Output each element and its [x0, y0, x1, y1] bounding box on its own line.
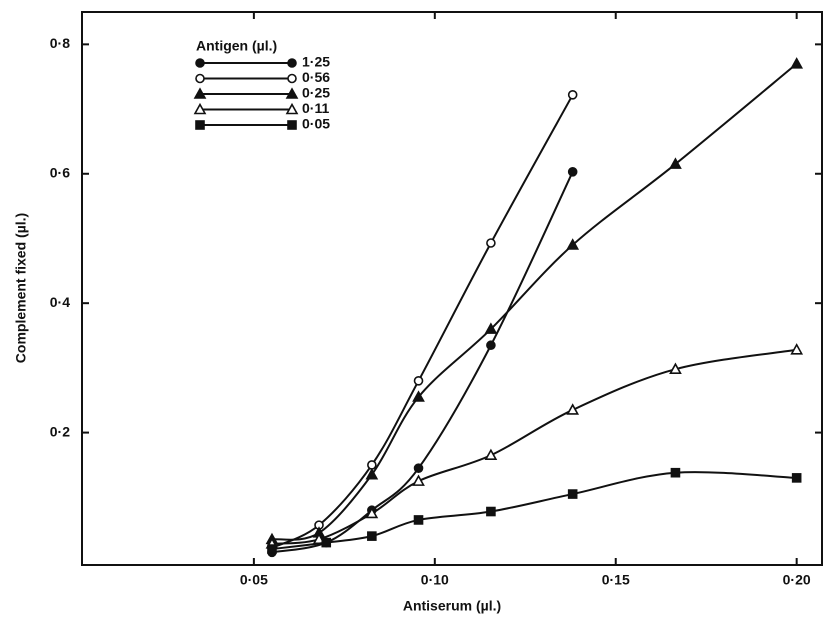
marker — [367, 531, 377, 541]
series-line — [271, 471, 797, 551]
marker — [484, 322, 498, 334]
marker — [413, 463, 424, 473]
legend-label: 0·25 — [302, 85, 330, 101]
marker — [412, 390, 425, 402]
legend-label: 0·11 — [302, 100, 329, 116]
y-tick-label: 0·4 — [50, 294, 70, 310]
y-tick-label: 0·2 — [50, 423, 70, 439]
legend-marker — [287, 58, 297, 68]
marker — [486, 238, 496, 248]
marker — [413, 376, 424, 386]
plot-frame — [81, 11, 823, 566]
marker — [790, 343, 804, 355]
legend-label: 1·25 — [302, 54, 330, 70]
series-line — [271, 348, 797, 545]
series-line — [271, 171, 574, 554]
legend-marker — [193, 87, 207, 99]
marker — [567, 489, 578, 499]
marker — [669, 157, 682, 169]
x-tick-label: 0·15 — [602, 572, 630, 588]
marker — [670, 467, 681, 478]
x-tick-label: 0·05 — [240, 572, 268, 588]
marker — [566, 403, 580, 415]
legend-marker — [285, 102, 299, 115]
marker — [365, 506, 379, 519]
marker — [669, 362, 682, 374]
x-tick-label: 0·20 — [783, 572, 811, 588]
y-axis-label: Complement fixed (µl.) — [13, 213, 29, 363]
x-axis-label: Antiserum (µl.) — [403, 598, 501, 614]
legend-label: 0·05 — [302, 116, 330, 132]
y-tick-label: 0·6 — [50, 164, 70, 180]
legend-marker — [195, 58, 205, 68]
legend-marker — [285, 87, 299, 99]
legend-marker — [287, 120, 297, 130]
legend-title: Antigen (µl.) — [196, 38, 277, 54]
legend-marker — [287, 73, 297, 84]
marker — [367, 460, 377, 470]
marker — [484, 448, 498, 461]
y-tick-label: 0·8 — [50, 35, 70, 51]
marker — [790, 57, 804, 69]
marker — [486, 340, 496, 351]
marker — [567, 167, 578, 177]
legend-marker — [195, 120, 205, 130]
marker — [412, 474, 425, 486]
marker — [321, 537, 332, 548]
legend-marker — [195, 73, 205, 84]
marker — [791, 473, 802, 483]
marker — [567, 90, 578, 100]
marker — [413, 515, 424, 525]
legend-marker — [193, 102, 207, 115]
legend-label: 0·56 — [302, 69, 330, 85]
marker — [566, 238, 580, 250]
x-tick-label: 0·10 — [421, 572, 449, 588]
marker — [486, 506, 496, 517]
series-line — [271, 62, 798, 541]
marker — [267, 544, 277, 554]
marker — [365, 467, 379, 480]
